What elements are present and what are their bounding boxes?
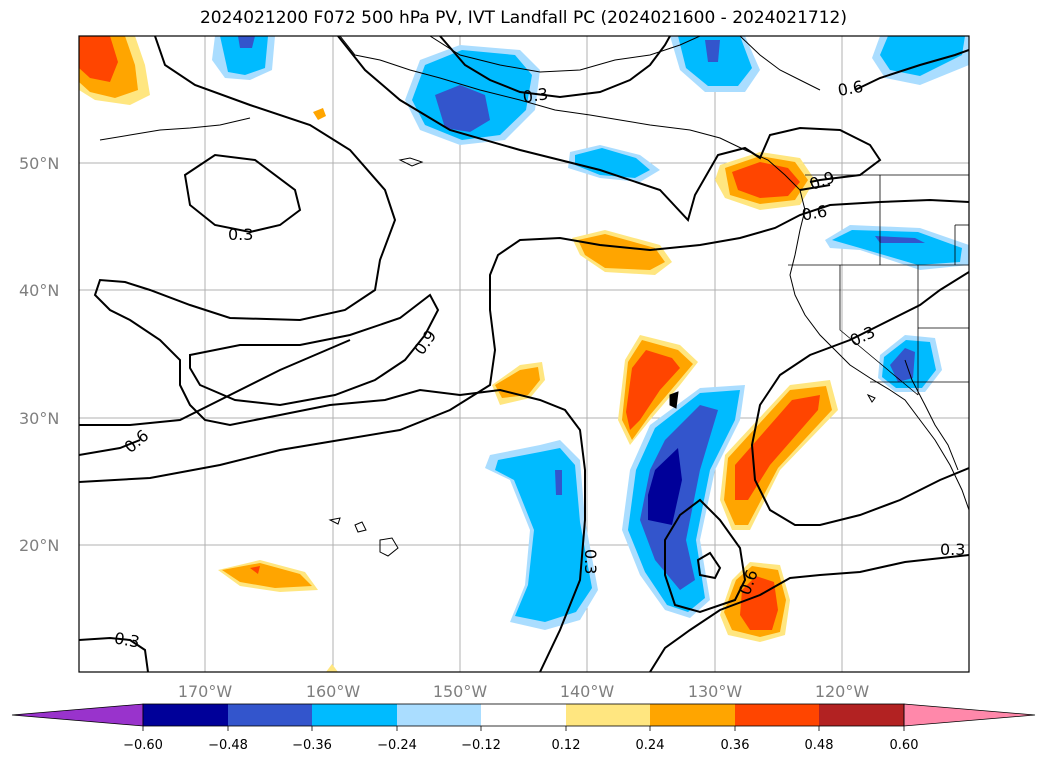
lat-label: 40°N (19, 281, 59, 300)
colorbar-segment (566, 704, 650, 726)
contour-label: 0.3 (113, 628, 141, 651)
anomaly-blob-north-130w (670, 36, 760, 92)
colorbar-tick-labels: −0.60 −0.48 −0.36 −0.24 −0.12 0.12 0.24 … (123, 738, 918, 753)
anomaly-blob-140w-42n (572, 230, 672, 275)
colorbar-extend-high (903, 703, 1036, 727)
anomaly-blob-143w-23n (485, 440, 598, 630)
anomaly-dot (313, 108, 326, 120)
political-borders (788, 174, 969, 396)
contour-lines (79, 36, 969, 672)
anomaly-blob-oregon (825, 225, 969, 270)
anomaly-blob-pacific-nw (715, 152, 815, 210)
anomaly-blob-ne (872, 36, 969, 85)
colorbar-tick-label: −0.48 (208, 738, 248, 753)
colorbar-tick-label: 0.60 (890, 738, 919, 753)
lat-label: 20°N (19, 536, 59, 555)
anomaly-blob-north-135w (568, 145, 660, 182)
lon-label: 140°W (560, 682, 615, 701)
contour-label: 0.3 (847, 322, 878, 350)
contour-label: 0.9 (410, 327, 440, 359)
colorbar-segment (481, 704, 566, 726)
contour-label: 0.3 (940, 540, 965, 559)
colorbar-tick-label: 0.24 (636, 738, 665, 753)
map-frame (78, 35, 970, 673)
colorbar-extend-low (11, 703, 144, 727)
colorbar-segment (650, 704, 735, 726)
contour-label: 0.6 (121, 426, 153, 457)
map-title: 2024021200 F072 500 hPa PV, IVT Landfall… (199, 8, 847, 28)
lon-label: 130°W (688, 682, 743, 701)
gridlines (79, 36, 969, 672)
lon-label: 170°W (178, 682, 233, 701)
colorbar-tick-label: 0.12 (552, 738, 581, 753)
anomaly-blob-gulf-alaska (405, 45, 540, 145)
map-plot-area: 0.3 0.6 0.9 0.3 0.6 0.9 0.6 0.3 0.3 0.6 … (79, 36, 969, 672)
anomaly-blob-north-160w (212, 36, 275, 80)
colorbar-segment (735, 704, 819, 726)
anomaly-blob-nw (79, 36, 150, 105)
colorbar-tick-label: 0.36 (721, 738, 750, 753)
contour-label: 0.3 (228, 225, 253, 244)
colorbar-tick-label: −0.60 (123, 738, 163, 753)
lat-label: 30°N (19, 409, 59, 428)
colorbar-segment (143, 704, 228, 726)
longitude-labels: 170°W 160°W 150°W 140°W 130°W 120°W (178, 682, 870, 701)
colorbar-segment (228, 704, 312, 726)
colorbar-tick-label: 0.48 (805, 738, 834, 753)
colorbar: −0.60 −0.48 −0.36 −0.24 −0.12 0.12 0.24 … (11, 703, 1036, 753)
lon-label: 120°W (815, 682, 870, 701)
contour-label: 0.6 (836, 77, 864, 100)
colorbar-segment (397, 704, 481, 726)
lon-label: 150°W (433, 682, 488, 701)
latitude-labels: 50°N 40°N 30°N 20°N (19, 154, 59, 555)
contour-label: 0.6 (800, 201, 828, 224)
colorbar-tick-label: −0.24 (377, 738, 417, 753)
colorbar-segment (312, 704, 397, 726)
contour-label: 0.3 (581, 549, 600, 574)
anomaly-blob-146w-32n (492, 362, 545, 405)
colorbar-ticks (142, 726, 905, 731)
colorbar-tick-label: −0.12 (461, 738, 501, 753)
anomaly-blob-socal (878, 335, 942, 392)
colorbar-tick-label: −0.36 (292, 738, 332, 753)
anomaly-blob-hawaii (218, 560, 318, 592)
filled-contours (79, 36, 969, 672)
lat-label: 50°N (19, 154, 59, 173)
contour-label: 0.9 (807, 167, 837, 194)
contour-label: 0.3 (522, 84, 550, 106)
coastlines (99, 36, 969, 557)
anomaly-blob-133w-24n (622, 385, 745, 618)
anomaly-dot-bottom (326, 664, 338, 672)
anomaly-blob-126w-27n (720, 380, 838, 530)
lon-label: 160°W (306, 682, 361, 701)
anomaly-blob-135w-32n (618, 335, 698, 445)
colorbar-segment (819, 704, 904, 726)
colorbar-frame (142, 703, 905, 727)
